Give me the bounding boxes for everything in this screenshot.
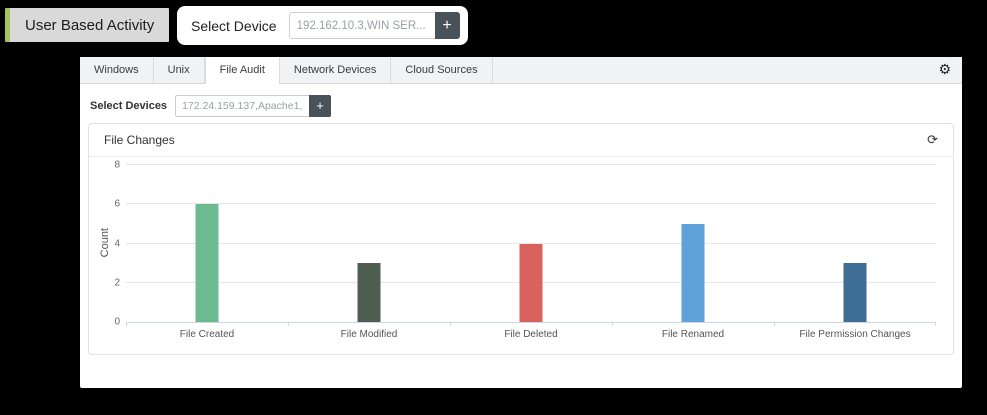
select-devices-input[interactable]: [175, 94, 310, 117]
x-axis-tick: [450, 322, 451, 326]
bar-file-renamed[interactable]: [681, 223, 705, 322]
y-axis-tick-label: 6: [114, 198, 120, 210]
y-axis-tick-label: 2: [114, 277, 120, 289]
x-axis-tick: [612, 322, 613, 326]
card-title: File Changes: [104, 133, 175, 147]
gridline: [126, 203, 936, 205]
bar-file-permission-changes[interactable]: [843, 263, 867, 322]
plot-area: 0 2 4 6 8 File Created File Modified File Delet…: [114, 160, 936, 340]
file-changes-card: File Changes ⟳ Count 0 2 4 6 8 File Created Fi…: [88, 123, 954, 355]
category-band: [450, 165, 612, 322]
y-axis-tick-label: 8: [114, 159, 120, 171]
card-header: File Changes ⟳: [89, 124, 953, 157]
select-device-box: Select Device +: [177, 6, 468, 45]
x-axis-label: File Permission Changes: [799, 329, 911, 340]
add-device-button[interactable]: +: [434, 12, 460, 39]
add-devices-button[interactable]: +: [309, 94, 332, 117]
x-axis-tick: [774, 322, 775, 326]
y-axis-tick-label: 4: [114, 238, 120, 249]
bar-file-deleted[interactable]: [519, 243, 543, 322]
x-axis-label: File Deleted: [504, 329, 558, 340]
x-axis-tick: [126, 322, 127, 326]
gear-icon[interactable]: ⚙: [938, 62, 951, 78]
page-title: User Based Activity: [5, 8, 170, 42]
x-axis-tick: [288, 322, 289, 326]
x-axis-tick: [935, 322, 936, 326]
bar-file-created[interactable]: [195, 204, 219, 322]
gridline: [126, 164, 936, 165]
category-band: [612, 165, 774, 322]
refresh-icon[interactable]: ⟳: [927, 132, 938, 148]
select-device-input[interactable]: [288, 12, 435, 39]
gridline: [126, 242, 936, 244]
tab-list: Windows Unix File Audit Network Devices Clou…: [80, 57, 493, 84]
tab-network-devices[interactable]: Network Devices: [280, 57, 392, 83]
x-axis-label: File Renamed: [661, 329, 725, 340]
tab-windows[interactable]: Windows: [80, 57, 154, 83]
page-title-text: User Based Activity: [25, 16, 155, 34]
category-band: [126, 165, 288, 322]
select-devices-row: Select Devices +: [80, 84, 962, 118]
x-axis-label: File Created: [179, 329, 235, 340]
main-panel: Windows Unix File Audit Network Devices Clou…: [80, 57, 962, 388]
tab-cloud-sources[interactable]: Cloud Sources: [391, 57, 493, 83]
bar-file-modified[interactable]: [357, 263, 381, 322]
category-band: [774, 165, 936, 322]
tab-bar: Windows Unix File Audit Network Devices Clou…: [80, 57, 962, 84]
y-axis-tick-label: 0: [114, 316, 120, 328]
tab-file-audit[interactable]: File Audit: [204, 57, 280, 84]
select-device-label: Select Device: [191, 17, 277, 34]
tab-unix[interactable]: Unix: [154, 57, 205, 83]
file-changes-chart: Count 0 2 4 6 8 File Created File Modified File…: [89, 157, 953, 354]
category-band: [288, 165, 450, 322]
select-devices-label: Select Devices: [90, 99, 168, 112]
x-axis-label: File Modified: [340, 329, 398, 340]
